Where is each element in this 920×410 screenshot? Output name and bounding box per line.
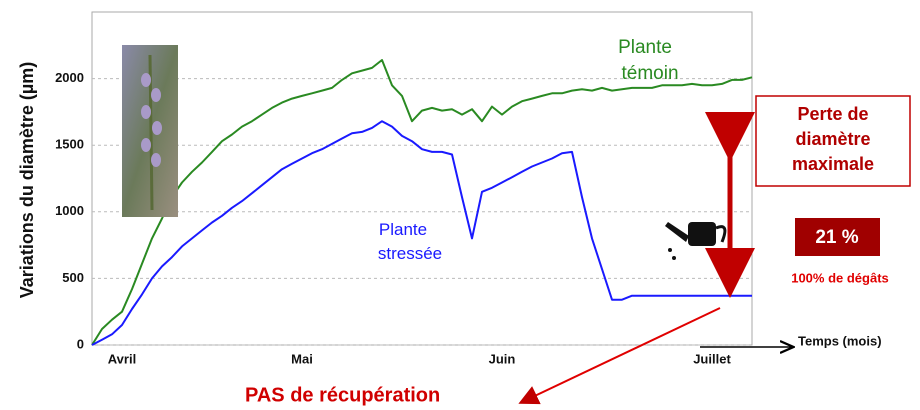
x-tick-label: Mai: [291, 351, 313, 366]
x-tick-label: Juin: [489, 351, 516, 366]
y-tick-label: 500: [62, 270, 84, 285]
loss-label-line: maximale: [792, 154, 874, 174]
x-axis-label: Temps (mois): [798, 333, 882, 348]
y-tick-label: 0: [77, 336, 84, 351]
y-axis-label: Variations du diamètre (µm): [17, 62, 37, 298]
series-label-line: Plante: [618, 37, 672, 58]
series-label-line: stressée: [378, 244, 442, 263]
loss-percent: 21 %: [815, 227, 858, 248]
loss-label: Perte de diamètre maximale: [792, 104, 874, 174]
x-tick-label: Juillet: [693, 351, 731, 366]
y-tick-label: 2000: [55, 70, 84, 85]
recovery-label: PAS de récupération: [245, 384, 440, 406]
series-label-line: témoin: [621, 63, 678, 84]
lavender-photo: [122, 45, 178, 217]
y-tick-label: 1000: [55, 203, 84, 218]
y-tick-label: 1500: [55, 137, 84, 152]
chart: Variations du diamètre (µm) Temps (mois)…: [0, 0, 920, 410]
loss-label-line: diamètre: [795, 129, 870, 149]
x-tick-label: Avril: [108, 351, 136, 366]
damage-label: 100% de dégâts: [791, 270, 889, 285]
series-label-line: Plante: [379, 220, 427, 239]
loss-label-line: Perte de: [797, 104, 868, 124]
